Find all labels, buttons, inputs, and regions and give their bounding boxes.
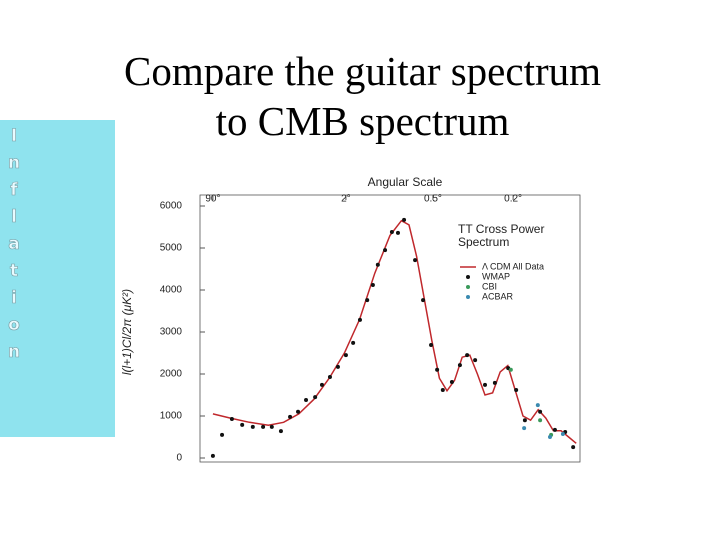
y-tick-label: 2000	[160, 369, 183, 380]
data-point	[465, 353, 470, 358]
y-tick-label: 6000	[160, 201, 183, 212]
y-tick-label: 1000	[160, 411, 183, 422]
data-point	[288, 414, 293, 419]
data-point	[395, 230, 400, 235]
data-point	[538, 409, 543, 414]
data-point	[413, 258, 418, 263]
data-point	[514, 387, 519, 392]
data-point	[220, 432, 225, 437]
legend-swatch	[466, 295, 470, 299]
y-tick-label: 0	[176, 453, 182, 464]
title-line: to CMB spectrum	[215, 98, 510, 144]
data-point	[492, 380, 497, 385]
x-axis-title: Angular Scale	[368, 175, 443, 189]
data-point	[402, 217, 407, 222]
data-point	[319, 382, 324, 387]
data-point	[571, 445, 576, 450]
data-point	[473, 358, 478, 363]
data-point	[483, 382, 487, 387]
data-point	[508, 367, 513, 372]
legend-title: Spectrum	[458, 235, 509, 249]
y-tick-label: 3000	[160, 327, 183, 338]
y-axis-title: l(l+1)Cl/2π (μK²)	[120, 289, 134, 375]
plot-frame	[199, 194, 581, 463]
legend-swatch	[466, 285, 470, 289]
data-point	[435, 367, 440, 372]
data-point	[449, 379, 454, 384]
legend-label: CBI	[482, 281, 497, 291]
data-point	[357, 317, 362, 322]
data-point	[421, 298, 426, 303]
data-point	[389, 230, 394, 235]
data-point	[240, 422, 245, 427]
sidebar-letter: I	[10, 126, 18, 147]
data-point	[269, 424, 274, 429]
y-tick-label: 4000	[160, 285, 183, 296]
data-point	[552, 427, 557, 432]
data-point	[560, 432, 565, 437]
slide-title: Compare the guitar spectrum to CMB spect…	[0, 46, 720, 146]
data-point	[457, 363, 462, 368]
data-point	[429, 343, 434, 348]
data-point	[351, 340, 356, 345]
data-point	[229, 416, 234, 421]
data-point	[296, 409, 301, 414]
data-point	[522, 418, 527, 423]
sidebar-letter: f	[10, 180, 18, 201]
data-point	[278, 429, 283, 434]
data-point	[370, 282, 375, 287]
sidebar-letter: l	[11, 207, 17, 228]
data-point	[304, 398, 309, 403]
data-point	[261, 424, 266, 429]
data-point	[538, 418, 543, 423]
data-point	[343, 353, 348, 358]
data-point	[313, 395, 318, 400]
data-point	[327, 374, 332, 379]
sidebar-letter: a	[8, 234, 20, 255]
sidebar-letter: i	[11, 288, 17, 309]
legend-swatch	[466, 275, 470, 279]
model-line	[212, 219, 577, 444]
legend-label: Λ CDM All Data	[482, 261, 544, 271]
data-point	[383, 248, 388, 253]
data-point	[440, 387, 445, 392]
legend-label: ACBAR	[482, 291, 514, 301]
data-point	[547, 435, 552, 439]
data-point	[522, 426, 527, 431]
legend-label: WMAP	[482, 271, 510, 281]
data-point	[335, 364, 340, 369]
sidebar-letter: n	[8, 153, 21, 174]
data-point	[250, 424, 255, 429]
sidebar-letter: t	[9, 261, 19, 282]
sidebar-letter: o	[8, 315, 20, 336]
data-point	[210, 453, 215, 458]
legend-title: TT Cross Power	[458, 222, 544, 236]
data-point	[365, 298, 370, 303]
title-line: Compare the guitar spectrum	[123, 48, 602, 94]
sidebar-letter: n	[8, 342, 21, 363]
data-point	[375, 262, 380, 267]
y-tick-label: 5000	[160, 243, 183, 254]
data-point	[535, 403, 540, 408]
